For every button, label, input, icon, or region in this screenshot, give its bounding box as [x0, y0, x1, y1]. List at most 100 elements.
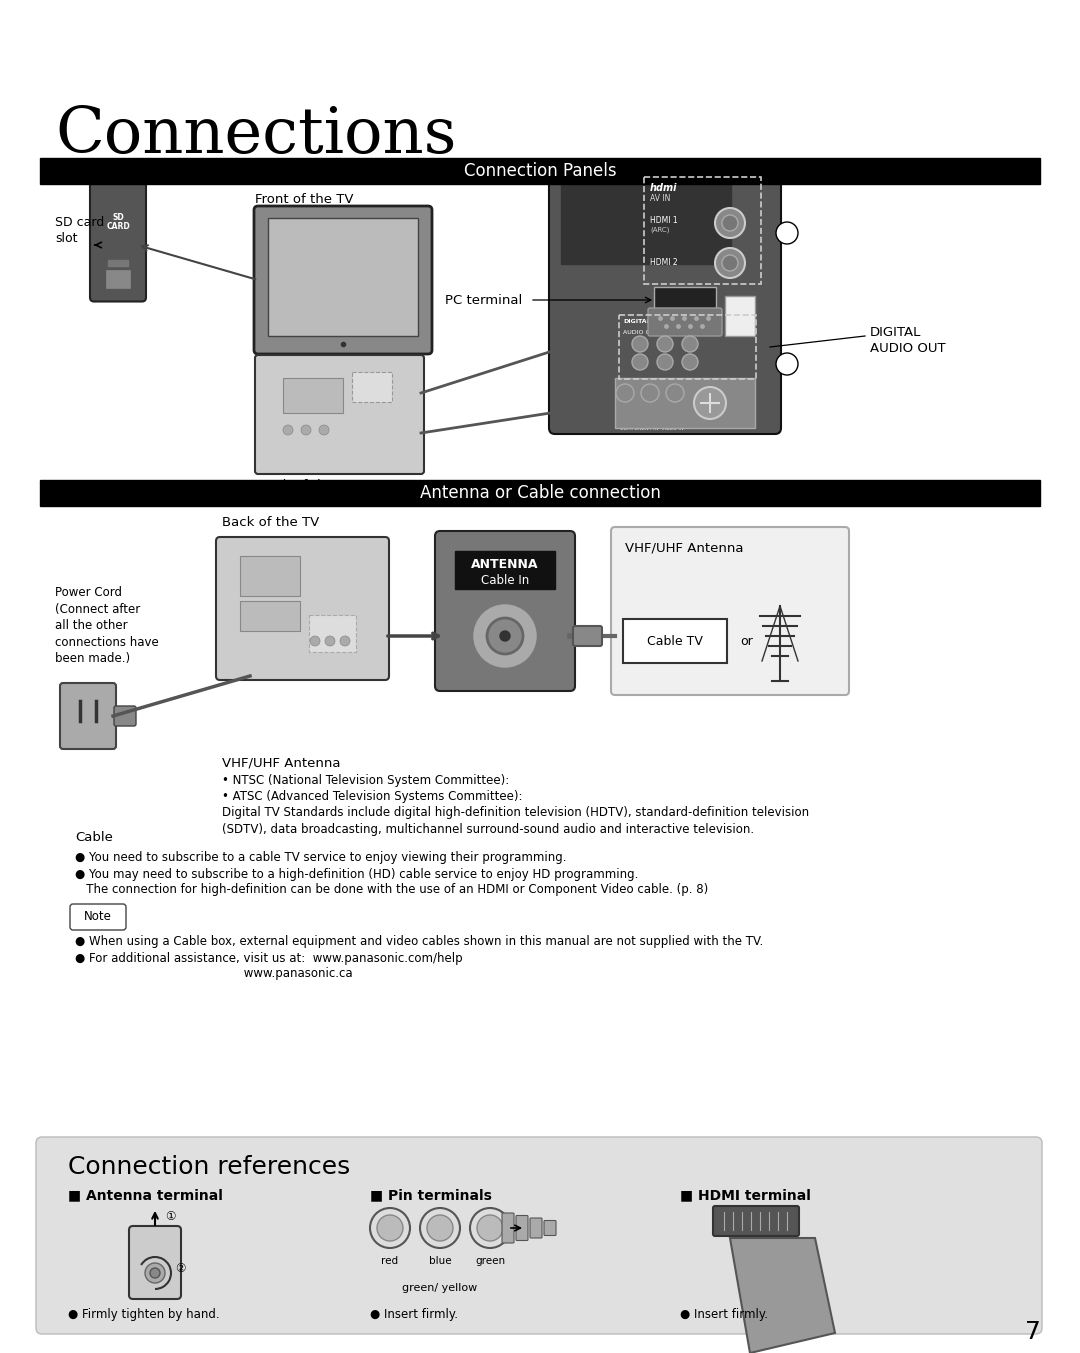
Circle shape — [681, 354, 698, 369]
Text: hdmi: hdmi — [650, 183, 677, 193]
Text: AUDIO IN: AUDIO IN — [615, 406, 640, 411]
Circle shape — [319, 425, 329, 436]
Text: Note: Note — [84, 911, 112, 924]
Text: ● You may need to subscribe to a high-definition (HD) cable service to enjoy HD : ● You may need to subscribe to a high-de… — [75, 869, 638, 881]
FancyBboxPatch shape — [648, 308, 723, 336]
Circle shape — [715, 248, 745, 277]
Text: Connection Panels: Connection Panels — [463, 162, 617, 180]
Circle shape — [487, 618, 523, 653]
FancyBboxPatch shape — [352, 372, 392, 402]
Text: SD
CARD: SD CARD — [106, 212, 130, 231]
Text: ● Insert firmly.: ● Insert firmly. — [680, 1308, 768, 1321]
FancyBboxPatch shape — [129, 1226, 181, 1299]
FancyBboxPatch shape — [309, 616, 356, 652]
Text: (ARC): (ARC) — [650, 226, 670, 233]
Text: Back of the TV: Back of the TV — [258, 479, 355, 492]
Text: ● Insert firmly.: ● Insert firmly. — [370, 1308, 458, 1321]
Bar — [615, 377, 755, 428]
Circle shape — [283, 425, 293, 436]
Circle shape — [715, 208, 745, 238]
FancyBboxPatch shape — [36, 1137, 1042, 1334]
Text: B: B — [783, 359, 791, 369]
Text: DIGITAL
AUDIO OUT: DIGITAL AUDIO OUT — [870, 326, 946, 354]
Text: PC terminal: PC terminal — [445, 294, 523, 307]
Text: or: or — [741, 635, 754, 648]
Text: Cable: Cable — [75, 831, 113, 844]
FancyBboxPatch shape — [255, 354, 424, 474]
Text: A: A — [783, 229, 791, 238]
Bar — [240, 556, 300, 597]
FancyBboxPatch shape — [216, 537, 389, 681]
Text: ● When using a Cable box, external equipment and video cables shown in this manu: ● When using a Cable box, external equip… — [75, 935, 764, 948]
Text: AV IN: AV IN — [650, 193, 671, 203]
FancyBboxPatch shape — [544, 1220, 556, 1235]
Bar — [40, 480, 1040, 506]
Text: VHF/UHF Antenna: VHF/UHF Antenna — [625, 541, 743, 553]
Text: red: red — [381, 1256, 399, 1266]
Text: Cable TV: Cable TV — [647, 635, 703, 648]
Circle shape — [301, 425, 311, 436]
Bar — [240, 601, 300, 630]
FancyBboxPatch shape — [502, 1214, 514, 1243]
Circle shape — [657, 336, 673, 352]
Circle shape — [616, 384, 634, 402]
FancyBboxPatch shape — [623, 620, 727, 663]
Circle shape — [632, 354, 648, 369]
Bar — [106, 271, 130, 288]
Circle shape — [340, 636, 350, 645]
Text: DIGITAL: DIGITAL — [623, 319, 650, 323]
Circle shape — [642, 384, 659, 402]
Text: ■ HDMI terminal: ■ HDMI terminal — [680, 1188, 811, 1201]
FancyBboxPatch shape — [654, 287, 716, 308]
Circle shape — [427, 1215, 453, 1241]
Text: The connection for high-definition can be done with the use of an HDMI or Compon: The connection for high-definition can b… — [75, 884, 708, 896]
Text: green: green — [475, 1256, 505, 1266]
Text: ● You need to subscribe to a cable TV service to enjoy viewing their programming: ● You need to subscribe to a cable TV se… — [75, 851, 567, 865]
Circle shape — [777, 353, 798, 375]
Text: SD card
slot: SD card slot — [55, 215, 105, 245]
Circle shape — [470, 1208, 510, 1247]
Circle shape — [145, 1262, 165, 1283]
Circle shape — [723, 215, 738, 231]
Text: HDMI 1: HDMI 1 — [650, 216, 677, 225]
Circle shape — [370, 1208, 410, 1247]
Bar — [725, 296, 755, 336]
Circle shape — [420, 1208, 460, 1247]
Text: ANTENNA: ANTENNA — [620, 383, 658, 390]
Bar — [283, 377, 343, 413]
FancyBboxPatch shape — [60, 683, 116, 750]
Bar — [40, 158, 1040, 184]
Circle shape — [723, 254, 738, 271]
FancyBboxPatch shape — [573, 626, 602, 645]
Circle shape — [325, 636, 335, 645]
Text: ● For additional assistance, visit us at:  www.panasonic.com/help: ● For additional assistance, visit us at… — [75, 953, 462, 965]
Text: 7: 7 — [1025, 1321, 1041, 1344]
FancyBboxPatch shape — [713, 1206, 799, 1237]
Circle shape — [150, 1268, 160, 1279]
Circle shape — [694, 387, 726, 419]
Bar — [455, 551, 555, 589]
Text: AUDIO OUT: AUDIO OUT — [623, 330, 659, 336]
FancyBboxPatch shape — [611, 528, 849, 695]
Text: PC: PC — [679, 294, 691, 303]
Text: Connection references: Connection references — [68, 1155, 350, 1178]
Polygon shape — [730, 1238, 835, 1353]
Circle shape — [310, 636, 320, 645]
FancyBboxPatch shape — [70, 904, 126, 930]
Circle shape — [500, 630, 510, 641]
Text: COMPONENT IN  VIDEO IN: COMPONENT IN VIDEO IN — [620, 426, 684, 432]
Text: Connections: Connections — [55, 106, 457, 166]
Text: Cable In: Cable In — [620, 395, 648, 400]
Text: • ATSC (Advanced Television Systems Committee):: • ATSC (Advanced Television Systems Comm… — [222, 790, 523, 802]
FancyBboxPatch shape — [435, 530, 575, 691]
Text: • NTSC (National Television System Committee):: • NTSC (National Television System Commi… — [222, 774, 510, 787]
Text: ● Firmly tighten by hand.: ● Firmly tighten by hand. — [68, 1308, 219, 1321]
Text: Cable In: Cable In — [481, 574, 529, 587]
FancyBboxPatch shape — [90, 179, 146, 302]
Bar — [268, 218, 418, 336]
Text: Digital TV Standards include digital high-definition television (HDTV), standard: Digital TV Standards include digital hig… — [222, 806, 809, 836]
Text: ■ Pin terminals: ■ Pin terminals — [370, 1188, 491, 1201]
FancyBboxPatch shape — [549, 162, 781, 434]
FancyBboxPatch shape — [530, 1218, 542, 1238]
FancyBboxPatch shape — [516, 1215, 528, 1241]
